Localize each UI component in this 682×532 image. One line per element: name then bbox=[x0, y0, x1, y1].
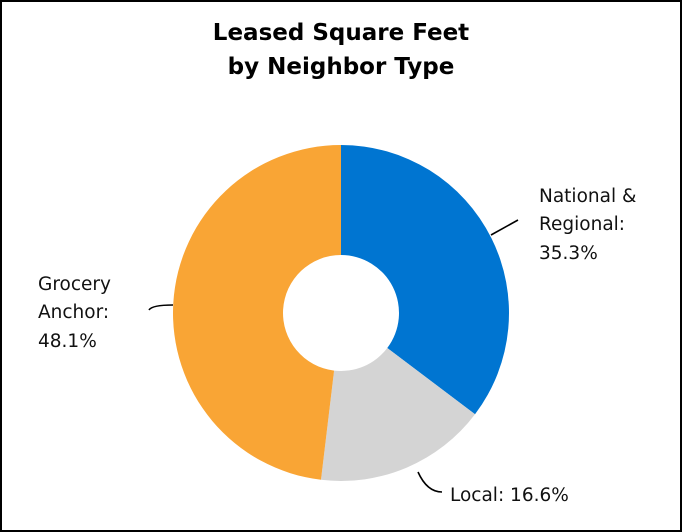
slice-national-regional bbox=[341, 145, 510, 415]
leader-line-grocery-anchor bbox=[148, 304, 174, 311]
label-national-regional-line-3: 35.3% bbox=[539, 243, 598, 264]
slice-local bbox=[320, 347, 476, 482]
label-national-regional-line-1: National & bbox=[539, 186, 636, 207]
label-local: Local: 16.6% bbox=[450, 485, 569, 506]
leader-line-national-regional bbox=[490, 219, 519, 236]
label-national-regional-line-2: Regional: bbox=[539, 214, 625, 235]
leader-line-local bbox=[417, 471, 443, 493]
label-grocery-anchor-line-2: Anchor: bbox=[38, 302, 109, 323]
slice-grocery-anchor bbox=[172, 145, 341, 480]
chart-title-line-2: by Neighbor Type bbox=[228, 54, 455, 80]
chart-title-line-1: Leased Square Feet bbox=[213, 20, 469, 46]
label-grocery-anchor-line-3: 48.1% bbox=[38, 331, 97, 352]
label-grocery-anchor-line-1: Grocery bbox=[38, 274, 111, 295]
